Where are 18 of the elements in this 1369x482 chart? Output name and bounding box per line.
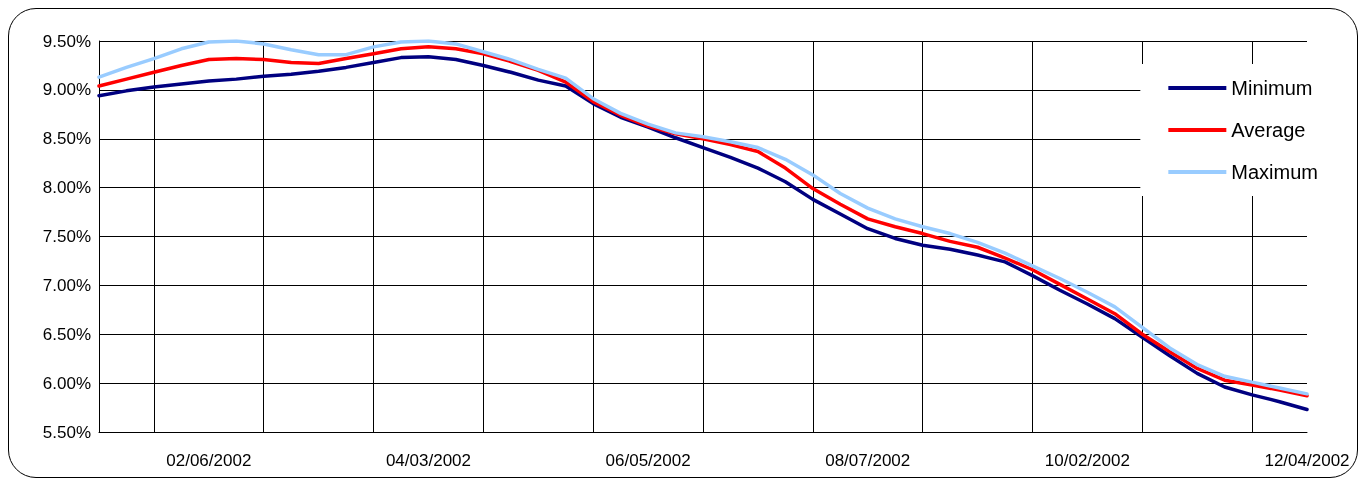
y-tick-label: 6.50% <box>42 324 91 344</box>
legend-label: Average <box>1231 119 1306 141</box>
x-tick-label: 10/02/2002 <box>1044 451 1130 470</box>
x-tick-label: 08/07/2002 <box>825 451 911 470</box>
legend-label: Minimum <box>1231 77 1313 99</box>
legend-label: Maximum <box>1231 161 1318 183</box>
y-tick-label: 9.00% <box>42 80 91 100</box>
y-tick-label: 6.00% <box>42 373 91 393</box>
x-tick-label: 02/06/2002 <box>166 451 252 470</box>
y-tick-label: 8.00% <box>42 178 91 198</box>
y-tick-label: 8.50% <box>42 129 91 149</box>
y-tick-label: 7.00% <box>42 275 91 295</box>
y-tick-label: 7.50% <box>42 227 91 246</box>
x-tick-label: 04/03/2002 <box>385 451 471 470</box>
y-tick-label: 9.50% <box>42 31 91 51</box>
x-tick-label: 12/04/2002 <box>1264 451 1350 470</box>
x-tick-label: 06/05/2002 <box>605 451 691 470</box>
y-tick-label: 5.50% <box>42 422 91 442</box>
